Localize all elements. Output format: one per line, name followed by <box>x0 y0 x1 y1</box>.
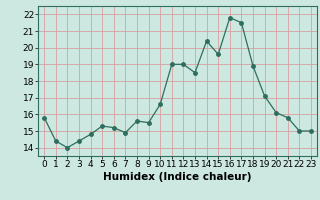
X-axis label: Humidex (Indice chaleur): Humidex (Indice chaleur) <box>103 172 252 182</box>
